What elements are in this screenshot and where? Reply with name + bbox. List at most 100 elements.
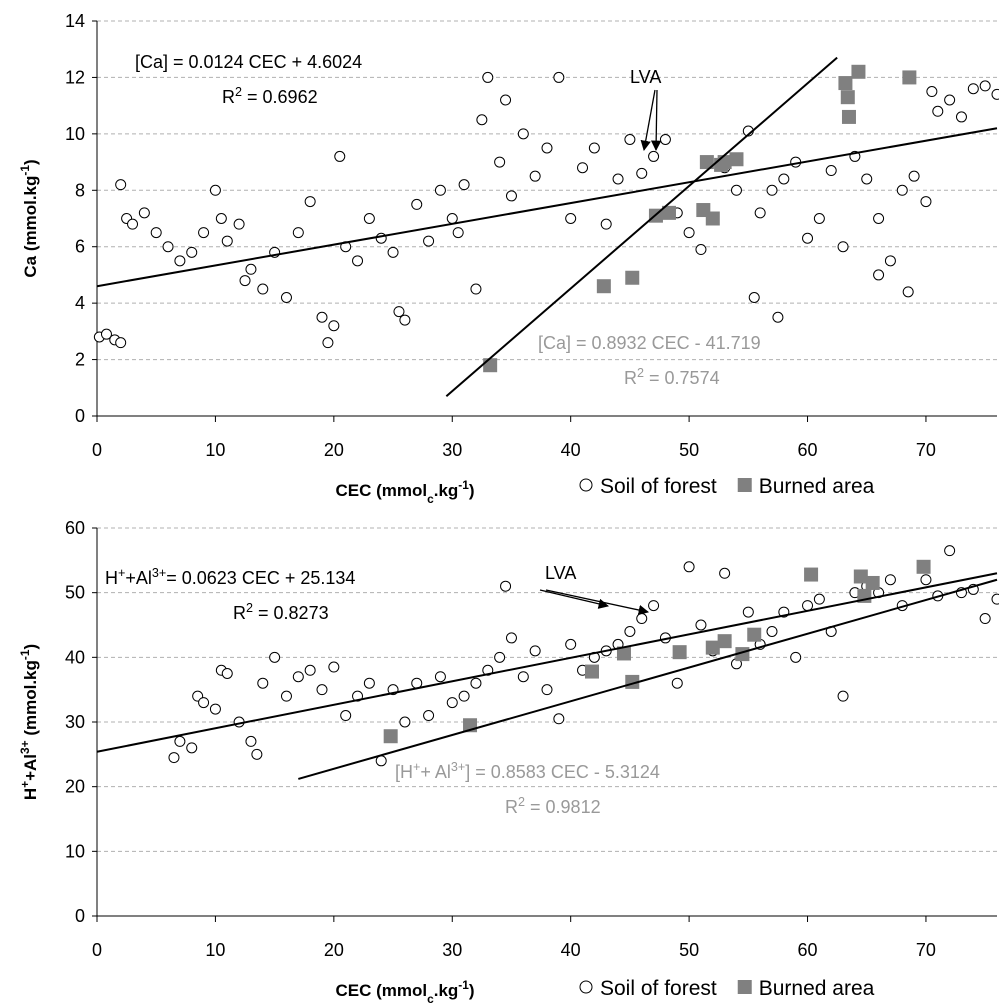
x-tick-label: 10 <box>205 440 225 460</box>
annotation: LVA <box>545 563 576 583</box>
soil-point <box>920 196 932 208</box>
y-tick-label: 60 <box>65 518 85 538</box>
legend-label: Soil of forest <box>600 475 717 498</box>
x-axis-label: CEC (mmolc.kg-1) <box>335 478 474 506</box>
soil-point <box>233 218 245 230</box>
burned-point <box>841 109 856 124</box>
annotation-part: = 0.9812 <box>525 797 601 817</box>
x-tick-label: 50 <box>679 940 699 960</box>
soil-point <box>695 619 707 631</box>
soil-point <box>926 86 938 98</box>
y-tick-label: 40 <box>65 647 85 667</box>
trend-line <box>96 572 998 753</box>
soil-point <box>991 593 999 605</box>
soil-point <box>482 71 494 83</box>
soil-point <box>162 241 174 253</box>
y-axis-label-part: -1 <box>18 649 32 660</box>
soil-point <box>150 227 162 239</box>
x-axis-label-part: c <box>427 992 434 1006</box>
annotation: [H++ Al3+] = 0.8583 CEC - 5.3124 <box>395 760 660 782</box>
annotation-part: 2 <box>637 366 644 380</box>
x-tick-label: 0 <box>92 440 102 460</box>
annotation-part: R <box>624 368 637 388</box>
x-axis-label-part: .kg <box>434 981 459 1000</box>
soil-point <box>577 162 589 174</box>
annotation: H++Al3+= 0.0623 CEC + 25.134 <box>105 566 355 588</box>
annotation-part: = 0.7574 <box>644 368 720 388</box>
burned-point <box>625 270 640 285</box>
burned-point <box>483 358 498 373</box>
soil-point <box>209 184 221 196</box>
burned-point <box>705 211 720 226</box>
soil-point <box>565 638 577 650</box>
soil-point <box>873 269 885 281</box>
x-axis-label-part: CEC (mmol <box>335 481 427 500</box>
soil-point <box>434 671 446 683</box>
soil-point <box>251 748 263 760</box>
annotation-part: [H <box>395 762 413 782</box>
annotation: [Ca] = 0.8932 CEC - 41.719 <box>538 333 761 353</box>
soil-point <box>304 196 316 208</box>
arrow <box>650 89 662 152</box>
soil-point <box>387 246 399 258</box>
annotation-part: [Ca] = 0.8932 CEC - 41.719 <box>538 333 761 353</box>
soil-point <box>636 613 648 625</box>
soil-point <box>553 713 565 725</box>
soil-point <box>115 179 127 191</box>
legend-marker <box>579 478 593 492</box>
annotation-part: + <box>413 760 420 774</box>
soil-point <box>588 142 600 154</box>
soil-point <box>500 580 512 592</box>
y-tick-label: 0 <box>75 906 85 926</box>
soil-point <box>257 283 269 295</box>
soil-point <box>280 292 292 303</box>
soil-point <box>334 150 346 162</box>
soil-point <box>316 684 328 696</box>
soil-point <box>423 235 435 247</box>
soil-point <box>748 292 760 303</box>
x-axis-label-part: c <box>427 492 434 506</box>
legend-label: Soil of forest <box>600 977 717 1000</box>
soil-point <box>648 150 660 162</box>
soil-point <box>932 105 944 117</box>
x-tick-label: 40 <box>561 440 581 460</box>
soil-point <box>363 677 375 689</box>
soil-point <box>636 167 648 179</box>
annotation-part: = 0.0623 CEC + 25.134 <box>166 568 355 588</box>
legend-label: Burned area <box>759 977 875 1000</box>
annotation: R2 = 0.6962 <box>222 85 318 107</box>
legend-marker <box>737 478 752 492</box>
burned-point <box>838 76 853 91</box>
x-tick-label: 20 <box>324 940 344 960</box>
soil-point <box>944 94 956 106</box>
x-tick-label: 10 <box>205 940 225 960</box>
x-axis-label-part: -1 <box>458 478 469 492</box>
y-axis-label-part: Ca (mmol.kg <box>21 176 40 278</box>
soil-point <box>908 170 920 182</box>
soil-point <box>476 114 488 126</box>
soil-point <box>446 697 458 709</box>
soil-point <box>292 671 304 683</box>
soil-point <box>730 184 742 196</box>
annotation-part: LVA <box>545 563 576 583</box>
soil-point <box>393 306 405 318</box>
y-axis-label: H++Al3+ (mmol.kg-1) <box>18 644 40 800</box>
trend-line <box>445 56 838 398</box>
soil-point <box>754 207 766 219</box>
soil-point <box>399 716 411 728</box>
y-axis-label-part: ) <box>21 159 40 165</box>
soil-point <box>790 651 802 663</box>
soil-point <box>766 184 778 196</box>
soil-point <box>742 606 754 618</box>
burned-point <box>596 279 611 294</box>
annotation: R2 = 0.9812 <box>505 795 601 817</box>
y-tick-label: 8 <box>75 180 85 200</box>
soil-point <box>861 173 873 185</box>
soil-point <box>470 677 482 689</box>
soil-point <box>766 625 778 637</box>
annotation-part: ] = 0.8583 CEC - 5.3124 <box>465 762 660 782</box>
annotation-part: 3+ <box>451 760 465 774</box>
soil-point <box>328 320 340 332</box>
soil-point <box>434 184 446 196</box>
